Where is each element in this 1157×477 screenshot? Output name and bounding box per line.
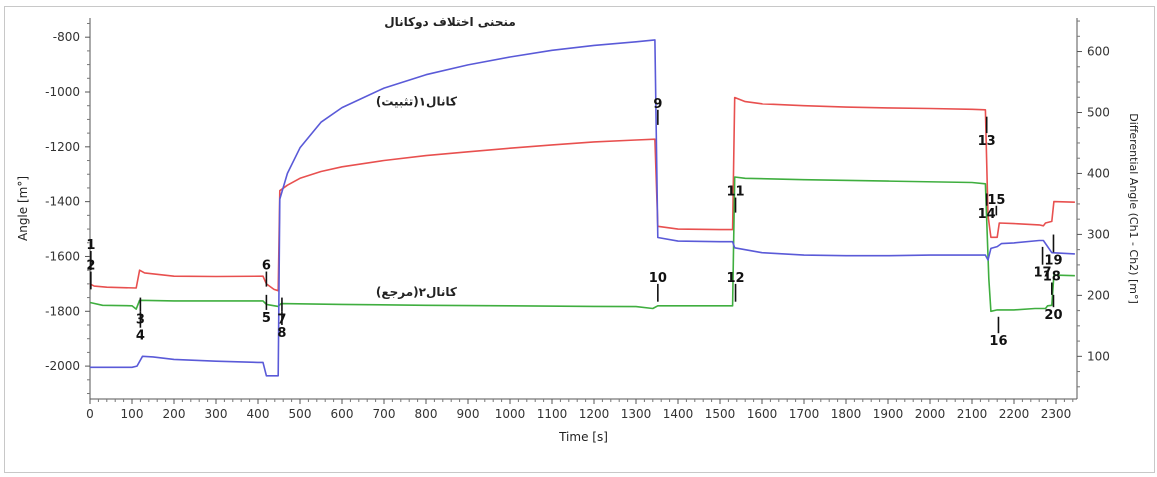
y-axis-label: Angle [m°] [16,176,30,241]
event-marker-label: 16 [989,334,1007,349]
x-axis-label: Time [s] [558,430,608,444]
event-marker-label: 1 [86,238,95,253]
y2-tick-label: 200 [1087,288,1110,302]
x-tick-label: 1800 [831,407,862,421]
event-marker-label: 13 [978,134,996,149]
x-tick-label: 100 [121,407,144,421]
y2-axis-label: Differential Angle (Ch1 - Ch2) [m°] [1127,113,1140,304]
chart-frame: 0 100 200 300 400 500 600 700 800 900 1000 1100 1200… [4,6,1155,473]
series-group [89,39,1075,377]
x-tick-label: 1500 [705,407,736,421]
series-line-3 [90,39,1075,377]
x-tick-label: 1400 [663,407,694,421]
y2-tick-label: 600 [1087,45,1110,59]
x-tick-label: 800 [415,407,438,421]
event-marker-label: 9 [653,97,662,112]
event-marker-label: 14 [978,207,996,222]
event-marker-label: 10 [649,271,667,286]
x-tick-label: 2200 [999,407,1030,421]
event-markers: 1234567891011121314151617181920 [86,97,1062,349]
line-chart: 0 100 200 300 400 500 600 700 800 900 1000 1100 1200… [16,15,1140,444]
x-tick-label: 1300 [621,407,652,421]
y2-tick-label: 400 [1087,166,1110,180]
event-marker-label: 8 [277,326,286,341]
event-marker-label: 11 [726,185,744,200]
x-tick-label: 600 [331,407,354,421]
event-marker-label: 2 [86,259,95,274]
x-tick-label: 1900 [873,407,904,421]
annotations: منحنی اختلاف دوکانال کانال۱(تثبیت) کانال۲(… [376,15,516,299]
x-tick-label: 1600 [747,407,778,421]
y2-tick-label: 500 [1087,105,1110,119]
y-tick-label: -1200 [45,140,80,154]
series-line-1 [89,96,1075,292]
x-tick-label: 200 [163,407,186,421]
y-tick-label: -2000 [45,359,80,373]
event-marker-label: 5 [262,311,271,326]
y2-tick-label: 100 [1087,349,1110,363]
x-tick-label: 300 [205,407,228,421]
series-annotation: کانال۱(تثبیت) [376,95,457,109]
event-marker-label: 17 [1034,266,1052,281]
y2-tick-label: 300 [1087,227,1110,241]
x-tick-label: 2300 [1041,407,1072,421]
x-tick-label: 1700 [789,407,820,421]
x-tick-label: 400 [247,407,270,421]
series-annotation: کانال۲(مرجع) [376,285,457,299]
y-tick-label: -1400 [45,195,80,209]
y-tick-label: -800 [53,30,80,44]
event-marker-label: 6 [262,259,271,274]
event-marker-label: 4 [136,329,145,344]
y-tick-label: -1800 [45,304,80,318]
event-marker-label: 12 [726,271,744,286]
event-marker-label: 15 [987,193,1005,208]
y-tick-label: -1600 [45,249,80,263]
y-tick-label: -1000 [45,85,80,99]
event-marker-label: 19 [1044,253,1062,268]
x-tick-label: 2000 [915,407,946,421]
x-tick-label: 700 [373,407,396,421]
x-tick-label: 900 [457,407,480,421]
event-marker-label: 20 [1044,308,1062,323]
axes: 0 100 200 300 400 500 600 700 800 900 1000 1100 1200… [45,18,1110,421]
x-tick-label: 0 [86,407,94,421]
event-marker-label: 18 [1043,270,1061,285]
x-tick-label: 500 [289,407,312,421]
series-line-2 [89,176,1075,313]
x-tick-label: 1200 [579,407,610,421]
x-tick-label: 1000 [495,407,526,421]
series-annotation: منحنی اختلاف دوکانال [384,15,516,30]
x-tick-label: 1100 [537,407,568,421]
x-tick-label: 2100 [957,407,988,421]
